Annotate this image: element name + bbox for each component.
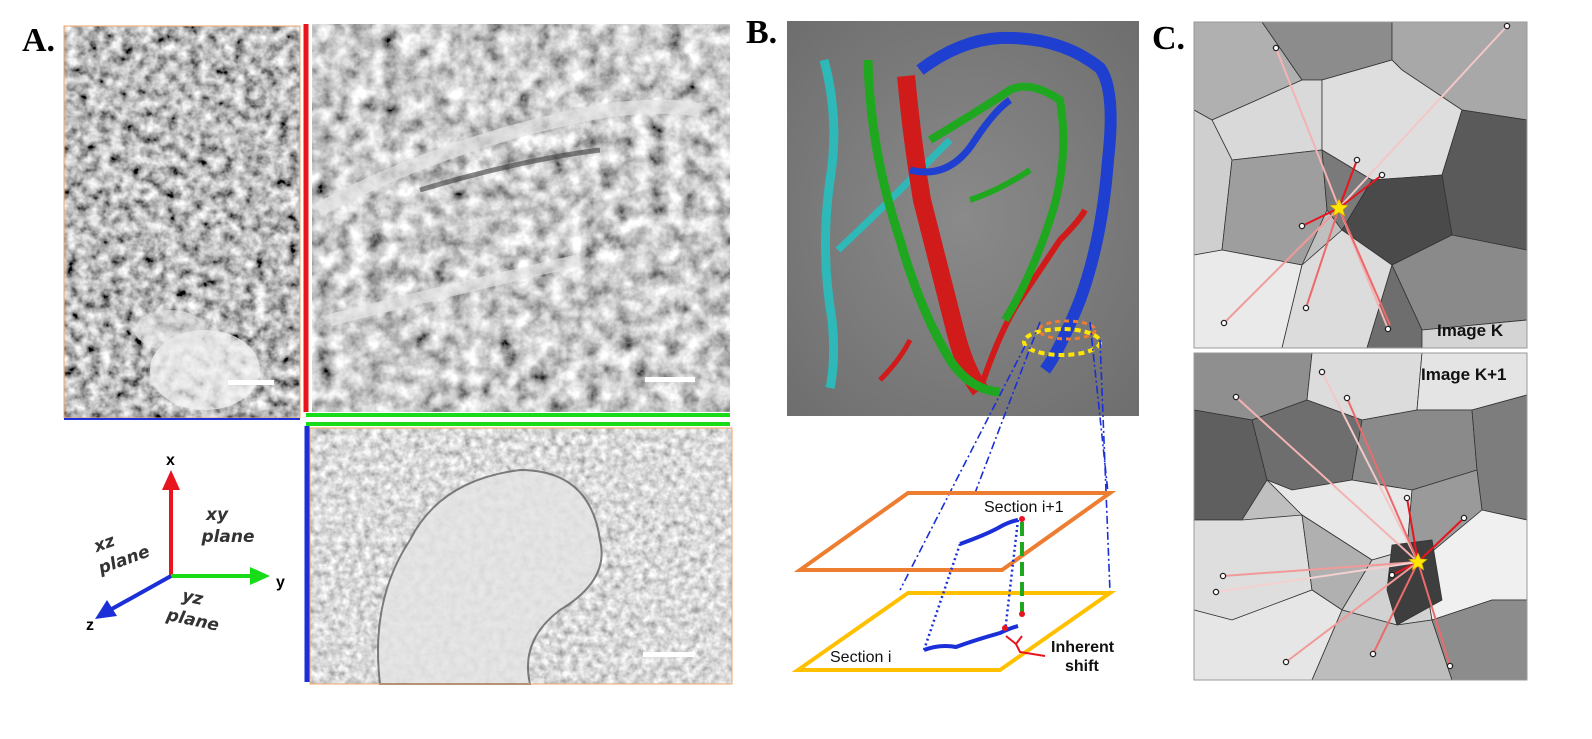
scale-bar <box>228 380 274 385</box>
xz-micrograph <box>63 25 301 419</box>
star-icon <box>1408 552 1428 571</box>
section-upper-label: Section i+1 <box>984 499 1064 516</box>
inherent-shift-label: Inherent shift <box>1051 639 1119 675</box>
star-icon <box>1329 198 1349 217</box>
axis-triad: x y z <box>86 452 285 634</box>
neuron-3d-render <box>787 21 1139 416</box>
section-lower-plane <box>791 591 1117 672</box>
scale-bar <box>643 652 695 657</box>
section-lower-label: Section i <box>830 649 891 666</box>
z-axis-label: z <box>86 617 94 634</box>
xy-micrograph <box>312 24 730 412</box>
point-upper <box>1019 516 1025 522</box>
shift-bracket <box>1005 635 1046 657</box>
rays-image-k <box>1223 25 1508 330</box>
panel-a-label: A. <box>22 22 56 59</box>
section-link-dotted <box>922 543 962 651</box>
panel-a-figure: x y z xy plane xz plane yz plane <box>63 24 733 685</box>
yz-plane-label-line1: yz <box>180 586 205 610</box>
yz-micrograph <box>309 427 733 685</box>
section-lower-trace <box>923 624 1019 652</box>
xy-plane-label-line2: plane <box>200 527 254 547</box>
yz-plane-label-line2: plane <box>164 605 221 636</box>
xy-plane-label: xy plane <box>200 505 254 547</box>
point-lower <box>1019 611 1025 617</box>
nodes-image-k1 <box>1212 368 1468 670</box>
nodes-image-k <box>1220 22 1511 333</box>
panel-b-figure: Section i+1 Section i Inherent shift <box>787 21 1139 675</box>
section-link-dotted-2 <box>1003 519 1020 633</box>
y-axis-label: y <box>276 574 285 591</box>
yz-plane-label: yz plane <box>164 583 226 635</box>
xy-plane-label-line1: xy <box>205 505 229 525</box>
section-upper-plane <box>793 491 1117 572</box>
panel-b-label: B. <box>746 14 778 51</box>
panel-c-label: C. <box>1152 20 1186 57</box>
x-axis-label: x <box>166 452 175 469</box>
panel-c-figure: Image K <box>1193 21 1528 681</box>
inherent-shift-line2: shift <box>1065 658 1099 675</box>
scale-bar <box>645 377 695 382</box>
voronoi-image-k <box>1194 22 1527 348</box>
image-k-label: Image K <box>1437 321 1504 340</box>
voronoi-image-k1 <box>1194 353 1527 680</box>
xz-plane-label: xz plane <box>87 521 152 579</box>
section-upper-trace <box>959 518 1019 546</box>
point-lower-shift <box>1002 625 1008 631</box>
projection-lines <box>899 321 1111 593</box>
inherent-shift-line1: Inherent <box>1051 639 1115 656</box>
image-k1-label: Image K+1 <box>1421 365 1507 384</box>
